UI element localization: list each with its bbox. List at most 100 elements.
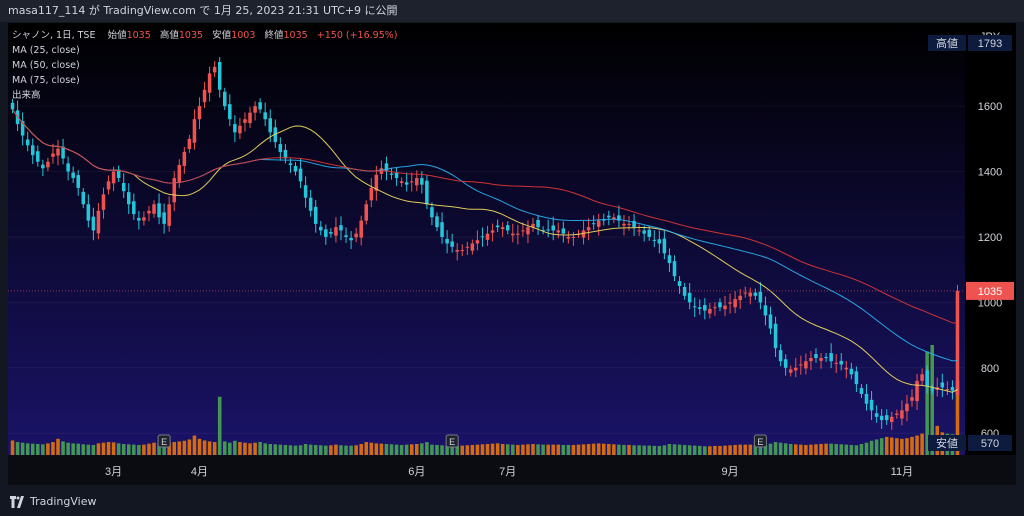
volume-bar — [41, 444, 45, 455]
candle-body — [258, 102, 262, 110]
earnings-marker-label: E — [757, 437, 763, 447]
volume-bar — [137, 444, 141, 455]
candle-body — [157, 203, 161, 218]
candle-body — [121, 182, 126, 192]
volume-bar — [212, 442, 217, 455]
volume-bar — [25, 443, 30, 455]
candle-body — [667, 255, 672, 264]
candle-body — [561, 228, 566, 234]
candle-body — [470, 243, 475, 251]
volume-bar — [773, 442, 778, 455]
volume-bar — [177, 441, 182, 455]
volume-bar — [106, 442, 111, 455]
candle-body — [586, 227, 591, 231]
volume-bar — [561, 444, 566, 455]
candle-body — [253, 106, 257, 113]
volume-bar — [758, 445, 763, 455]
candle-body — [601, 219, 606, 221]
volume-bar — [601, 443, 606, 455]
candle-body — [212, 66, 217, 73]
candle-body — [809, 357, 813, 362]
indicator-volume[interactable]: 出来高 — [12, 90, 41, 101]
volume-bar — [925, 351, 929, 455]
volume-bar — [526, 444, 530, 455]
candle-body — [581, 230, 586, 238]
volume-bar — [222, 441, 227, 455]
candle-body — [763, 305, 768, 316]
volume-bar — [111, 442, 116, 455]
candle-body — [738, 295, 742, 301]
candle-body — [399, 181, 404, 183]
volume-bar — [864, 442, 869, 455]
indicator-ma75[interactable]: MA (75, close) — [12, 75, 80, 86]
volume-bar — [591, 443, 596, 455]
candle-body — [677, 281, 682, 287]
volume-bar — [788, 444, 793, 455]
volume-bar — [495, 443, 500, 455]
candle-body — [773, 323, 778, 349]
candle-body — [369, 187, 374, 201]
price-axis[interactable] — [965, 23, 1016, 455]
candle-body — [591, 223, 596, 225]
candle-body — [895, 413, 899, 415]
tradingview-logo[interactable]: TradingView — [10, 495, 96, 508]
volume-bar — [682, 444, 687, 455]
volume-bar — [874, 439, 879, 455]
candle-body — [495, 225, 500, 228]
candle-body — [521, 230, 525, 232]
volume-bar — [420, 443, 424, 455]
volume-bar — [607, 444, 611, 455]
volume-bar — [56, 438, 60, 455]
candle-body — [187, 138, 192, 149]
candle-body — [703, 304, 707, 311]
time-axis[interactable] — [8, 455, 1016, 485]
candle-body — [116, 169, 121, 179]
volume-bar — [46, 443, 50, 455]
volume-bar — [404, 444, 409, 455]
earnings-marker — [753, 434, 767, 448]
volume-bar — [541, 444, 545, 455]
candle-body — [152, 204, 156, 214]
volume-bar — [182, 440, 187, 455]
volume-bar — [36, 444, 40, 455]
volume-bar — [278, 444, 283, 455]
candle-body — [455, 250, 459, 252]
candle-body — [106, 181, 111, 190]
candle-body — [905, 403, 909, 412]
tradingview-logo-icon — [10, 495, 24, 508]
candle-body — [834, 362, 838, 364]
volume-bar — [879, 438, 884, 455]
candle-body — [526, 227, 530, 235]
volume-bar — [657, 445, 662, 455]
candle-body — [758, 291, 763, 303]
volume-bar — [662, 445, 667, 455]
candle-body — [556, 230, 561, 233]
candle-body — [505, 225, 510, 231]
candle-body — [632, 220, 636, 228]
candle-body — [900, 410, 904, 419]
candle-body — [788, 369, 793, 373]
x-tick-label: 3月 — [105, 466, 122, 478]
candle-body — [884, 415, 889, 421]
candle-body — [111, 171, 116, 184]
volume-bar — [480, 444, 485, 455]
indicator-ma25[interactable]: MA (25, close) — [12, 45, 80, 56]
candle-body — [748, 292, 753, 297]
candle-body — [308, 197, 313, 211]
volume-bar — [399, 444, 404, 455]
candle-body — [324, 229, 328, 237]
volume-bar — [293, 445, 298, 455]
candle-body — [733, 299, 737, 308]
volume-bar — [566, 444, 571, 455]
volume-bar — [71, 443, 75, 455]
high-marker-value-box — [968, 35, 1012, 51]
candle-body — [36, 151, 40, 162]
volume-bar — [521, 444, 525, 455]
moving-averages — [12, 109, 958, 393]
indicator-ma50[interactable]: MA (50, close) — [12, 60, 80, 71]
volume-bar — [263, 443, 267, 455]
volume-bar — [384, 444, 389, 455]
volume-bar — [30, 443, 35, 455]
candle-body — [46, 161, 50, 168]
